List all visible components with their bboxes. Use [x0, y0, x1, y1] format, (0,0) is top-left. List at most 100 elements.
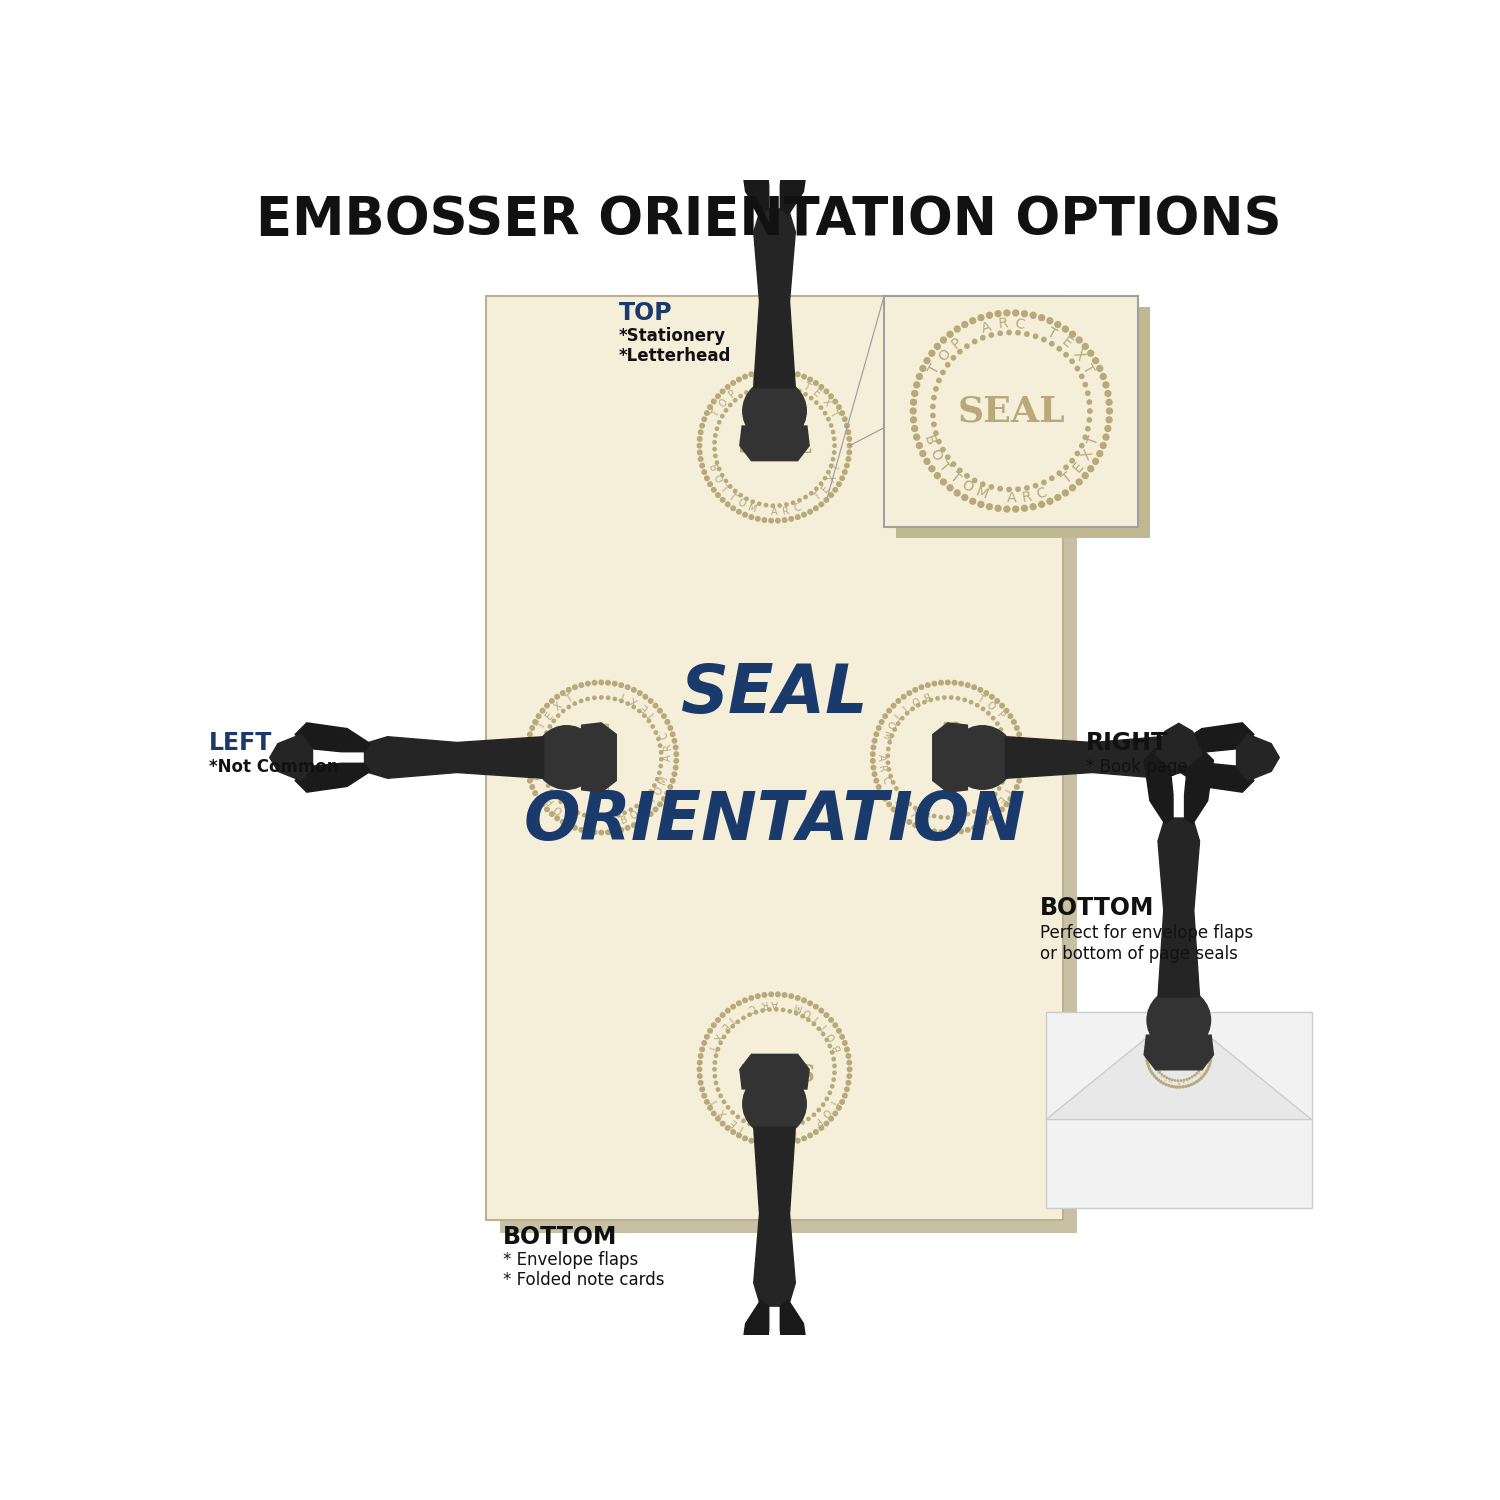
Text: * Book page: * Book page: [1086, 758, 1188, 776]
Circle shape: [748, 1138, 753, 1143]
Circle shape: [798, 390, 801, 393]
Circle shape: [1002, 734, 1005, 738]
Circle shape: [1209, 1059, 1212, 1062]
Circle shape: [879, 720, 884, 724]
Circle shape: [993, 792, 998, 796]
Text: BOTTOM: BOTTOM: [503, 1226, 618, 1250]
Circle shape: [908, 802, 912, 806]
Circle shape: [840, 1100, 844, 1104]
Circle shape: [1088, 400, 1092, 404]
Circle shape: [540, 750, 543, 754]
Circle shape: [645, 795, 648, 798]
Circle shape: [846, 430, 850, 435]
Circle shape: [897, 722, 900, 726]
Circle shape: [938, 440, 940, 444]
Circle shape: [1054, 495, 1060, 501]
Circle shape: [1209, 1062, 1210, 1065]
Circle shape: [896, 699, 900, 703]
Circle shape: [910, 417, 916, 423]
Text: A: A: [1007, 734, 1017, 742]
Circle shape: [1020, 765, 1025, 770]
Circle shape: [730, 1112, 735, 1114]
Circle shape: [807, 1118, 810, 1120]
Circle shape: [824, 477, 827, 480]
Circle shape: [1054, 321, 1060, 327]
Circle shape: [847, 450, 852, 454]
Circle shape: [742, 1017, 746, 1020]
Text: C: C: [1180, 1024, 1184, 1029]
Circle shape: [892, 728, 897, 730]
Text: P: P: [994, 710, 1005, 722]
Circle shape: [1088, 351, 1094, 355]
Circle shape: [528, 732, 532, 736]
Circle shape: [928, 466, 934, 471]
Text: O: O: [884, 718, 896, 730]
Circle shape: [730, 506, 735, 510]
Circle shape: [1102, 433, 1108, 439]
Circle shape: [1146, 1054, 1148, 1056]
Text: X: X: [1078, 447, 1095, 462]
Circle shape: [1173, 1022, 1176, 1023]
Text: O: O: [628, 808, 640, 822]
Circle shape: [940, 447, 945, 452]
Circle shape: [778, 504, 782, 507]
Circle shape: [954, 490, 960, 496]
Circle shape: [966, 682, 970, 687]
Text: X: X: [552, 700, 564, 712]
Circle shape: [951, 462, 956, 466]
Circle shape: [788, 1126, 792, 1130]
Circle shape: [1096, 450, 1102, 456]
Circle shape: [894, 788, 898, 790]
Text: B: B: [1149, 1064, 1154, 1066]
Circle shape: [1146, 1052, 1148, 1053]
Circle shape: [1014, 784, 1019, 789]
Circle shape: [1191, 1083, 1192, 1086]
Text: O: O: [735, 496, 747, 510]
Circle shape: [802, 1136, 807, 1140]
Text: T: T: [828, 1096, 839, 1107]
Circle shape: [896, 812, 900, 816]
Circle shape: [1106, 399, 1112, 405]
Circle shape: [886, 708, 891, 712]
Circle shape: [891, 782, 896, 784]
Circle shape: [1204, 1072, 1206, 1076]
Circle shape: [654, 704, 658, 708]
Circle shape: [1064, 465, 1068, 470]
Text: T: T: [812, 1013, 824, 1025]
Text: P: P: [543, 794, 555, 806]
Circle shape: [555, 694, 560, 699]
Text: P: P: [948, 334, 964, 351]
Circle shape: [802, 375, 807, 380]
Circle shape: [1007, 488, 1011, 492]
Circle shape: [537, 714, 542, 718]
Circle shape: [824, 1122, 828, 1126]
Circle shape: [720, 1013, 724, 1017]
Circle shape: [813, 1005, 818, 1010]
Circle shape: [698, 1060, 702, 1065]
Circle shape: [654, 807, 658, 812]
Circle shape: [1152, 1035, 1154, 1036]
Text: E: E: [1196, 1030, 1198, 1035]
Circle shape: [824, 498, 828, 502]
Text: E: E: [639, 700, 650, 712]
Text: T: T: [717, 483, 729, 494]
Circle shape: [612, 830, 616, 834]
Circle shape: [554, 795, 558, 798]
Circle shape: [910, 399, 916, 405]
Circle shape: [526, 738, 531, 742]
Polygon shape: [582, 723, 616, 792]
Circle shape: [1004, 774, 1007, 777]
Circle shape: [756, 994, 760, 999]
Circle shape: [542, 744, 544, 747]
Circle shape: [1007, 330, 1011, 334]
Circle shape: [526, 772, 531, 777]
Circle shape: [874, 778, 879, 783]
Circle shape: [884, 714, 888, 718]
Circle shape: [674, 765, 678, 770]
Circle shape: [711, 1023, 716, 1028]
Circle shape: [1058, 471, 1062, 476]
Text: T: T: [1059, 470, 1076, 486]
Circle shape: [754, 1011, 758, 1014]
Circle shape: [1016, 330, 1020, 334]
Text: X: X: [827, 474, 839, 484]
